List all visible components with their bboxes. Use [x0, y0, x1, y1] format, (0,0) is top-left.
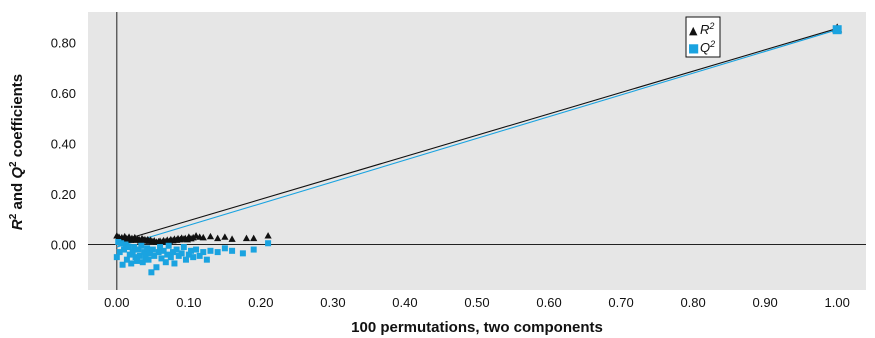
q2-intercept-line [116, 29, 838, 248]
q2-point [146, 250, 153, 257]
r2-point [214, 234, 222, 242]
x-tick-label: 1.00 [825, 295, 850, 310]
q2-point [113, 254, 120, 261]
q2-point [160, 247, 167, 254]
q2-point [165, 242, 172, 249]
q2-point [119, 261, 126, 268]
y-axis-title: R2 and Q2 coefficients [8, 74, 26, 230]
legend-r2-marker-icon: ▲ [689, 24, 698, 37]
q2-point [121, 246, 128, 253]
x-tick-label: 0.80 [680, 295, 705, 310]
y-tick-label: 0.40 [51, 136, 76, 151]
q2-point [149, 246, 156, 253]
r2-point [228, 235, 236, 242]
q2-point [185, 251, 192, 258]
q2-point [170, 249, 177, 256]
q2-point [188, 247, 195, 254]
r2-point [242, 234, 251, 242]
q2-point [164, 251, 171, 258]
q2-point [171, 260, 178, 267]
r2-point [206, 232, 215, 240]
y-tick-label: 0.60 [51, 86, 76, 101]
q2-point [144, 245, 151, 252]
q2-point [133, 257, 140, 264]
q2-point [116, 249, 123, 256]
q2-point [250, 246, 257, 253]
q2-point [173, 246, 180, 253]
q2-point [265, 240, 272, 247]
q2-point [125, 244, 132, 251]
q2-point [190, 254, 197, 261]
q2-point [135, 246, 142, 253]
q2-point [151, 252, 158, 259]
q2-point [138, 242, 145, 249]
q2-point [145, 256, 152, 263]
r2-point [264, 232, 272, 239]
x-tick-label: 0.60 [536, 295, 561, 310]
q2-point [207, 247, 214, 254]
r2-point [199, 233, 207, 241]
q2-point [129, 249, 136, 256]
y-tick-label: 0.80 [51, 35, 76, 50]
y-tick-label: 0.00 [51, 238, 76, 253]
legend-r2-label: R2 [700, 21, 714, 37]
x-tick-label: 0.50 [464, 295, 489, 310]
q2-point [155, 249, 162, 256]
legend: ▲ R2 ■ Q2 [685, 16, 721, 58]
q2-point [162, 259, 169, 266]
q2-point [193, 246, 200, 253]
q2-point [118, 240, 125, 247]
q2-point [136, 252, 143, 259]
legend-box [685, 16, 721, 58]
legend-q2-label: Q2 [700, 39, 715, 55]
q2-point [239, 250, 246, 257]
x-tick-label: 0.00 [104, 295, 129, 310]
q2-point [196, 252, 203, 259]
legend-q2-marker-icon: ■ [688, 41, 699, 55]
q2-point [148, 269, 155, 276]
x-tick-label: 0.10 [176, 295, 201, 310]
q2-point [214, 249, 221, 256]
q2-point [167, 254, 174, 261]
q2-point [158, 255, 165, 262]
q2-point [221, 245, 228, 252]
x-axis-title: 100 permutations, two components [351, 319, 603, 336]
x-tick-label: 0.90 [752, 295, 777, 310]
q2-point [131, 244, 138, 251]
r2-point [221, 233, 229, 240]
q2-point [153, 264, 160, 271]
q2-point [832, 25, 842, 35]
q2-point [141, 249, 148, 256]
q2-point [180, 244, 187, 251]
q2-point [139, 259, 146, 266]
x-tick-label: 0.40 [392, 295, 417, 310]
q2-point [200, 249, 207, 256]
q2-point [182, 256, 189, 263]
r2-point [189, 233, 197, 241]
r2-point [250, 234, 258, 242]
x-tick-label: 0.70 [608, 295, 633, 310]
r2-intercept-line [116, 27, 838, 243]
q2-point [128, 260, 135, 267]
x-tick-label: 0.30 [320, 295, 345, 310]
x-tick-label: 0.20 [248, 295, 273, 310]
y-tick-label: 0.20 [51, 187, 76, 202]
q2-point [123, 256, 130, 263]
plot-area [88, 12, 866, 290]
q2-point [157, 244, 164, 251]
q2-point [229, 247, 236, 254]
q2-point [132, 254, 139, 261]
q2-point [203, 256, 210, 263]
q2-point [178, 250, 185, 257]
